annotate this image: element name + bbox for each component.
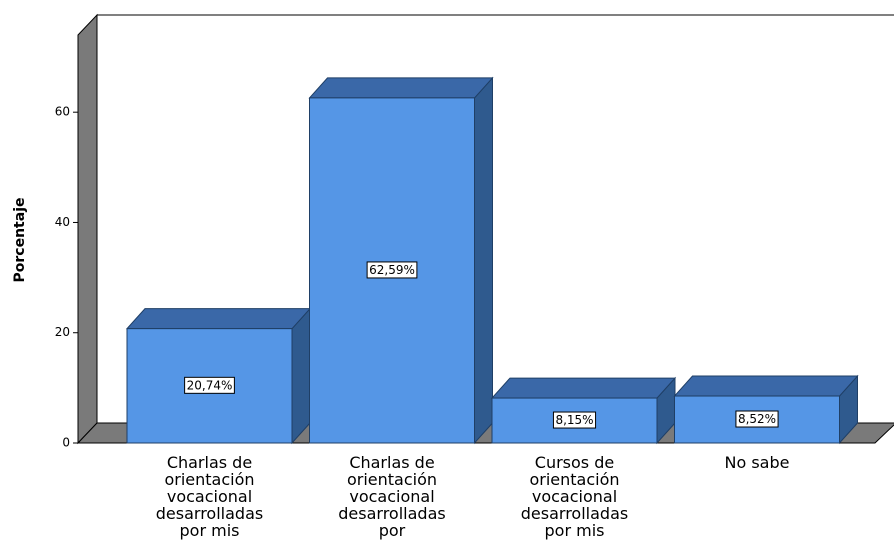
bar-top xyxy=(490,377,677,399)
value-label-box xyxy=(366,261,418,279)
bar-top xyxy=(673,375,859,397)
x-tick-label: No sabe xyxy=(725,453,790,472)
y-tick-label: 60 xyxy=(55,105,70,119)
value-label: 8,15% xyxy=(555,413,593,427)
value-label: 20,74% xyxy=(187,378,233,392)
value-label-box xyxy=(552,411,597,429)
bar-top xyxy=(308,77,494,99)
y-tick-label: 20 xyxy=(55,325,70,339)
value-label: 62,59% xyxy=(369,263,415,277)
y-tick-label: 40 xyxy=(55,215,70,229)
bar-side xyxy=(474,76,493,445)
y-axis-label: Porcentaje xyxy=(12,198,28,283)
value-label: 8,52% xyxy=(738,412,776,426)
bar-side xyxy=(291,307,311,445)
x-tick-label: Charlas de orientación vocacional desarroll… xyxy=(156,453,263,540)
y-tick-label: 0 xyxy=(62,436,70,450)
x-tick-label: Charlas de orientación vocacional desarroll… xyxy=(338,453,445,540)
value-label-box xyxy=(184,376,235,394)
x-tick-label: Cursos de orientación vocacional desarrolla… xyxy=(521,453,628,540)
left-wall xyxy=(77,13,98,445)
bar-top xyxy=(125,308,312,330)
value-label-box xyxy=(735,410,779,428)
